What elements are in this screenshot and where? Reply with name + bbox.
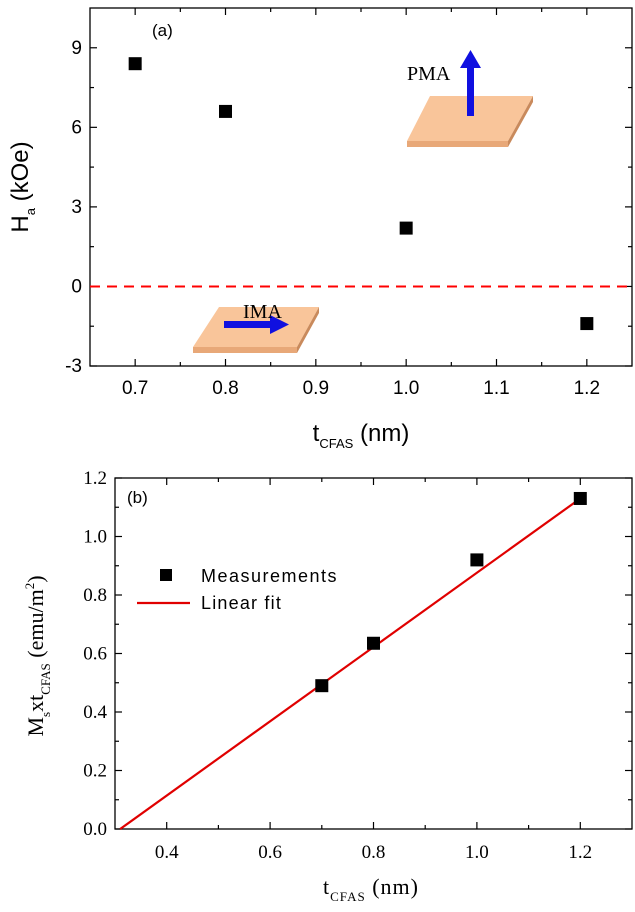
pma-slab-side — [508, 96, 533, 147]
pma-arrow-shaft — [467, 66, 474, 116]
y-axis-title-a-main: H — [7, 215, 34, 232]
panel-label-b: (b) — [127, 488, 148, 507]
y-tick-label: 3 — [71, 197, 82, 218]
panel-label-a: (a) — [152, 21, 173, 40]
y-tick-label: 0.6 — [83, 644, 107, 665]
y-axis-title-a: Ha (kOe) — [7, 141, 38, 232]
measurement-point — [470, 553, 484, 567]
x-axis-title-b-main: t — [323, 874, 330, 899]
data-point — [219, 104, 232, 118]
x-tick-label: 1.0 — [393, 378, 419, 399]
y-tick-label: 0 — [71, 276, 82, 297]
x-tick-label: 0.8 — [212, 378, 238, 399]
y-axis-title-a-unit: (kOe) — [7, 141, 34, 208]
pma-slab-top — [407, 96, 533, 141]
pma-inset: PMA — [407, 50, 533, 147]
x-tick-label: 0.4 — [155, 842, 179, 863]
linear-fit-line — [119, 497, 581, 830]
y-axis-title-b-sup: 2 — [22, 583, 37, 590]
y-tick-label: 1.0 — [83, 527, 107, 548]
x-tick-label: 0.7 — [122, 378, 148, 399]
y-axis-title-a-sub: a — [23, 207, 38, 215]
y-tick-label: 0.0 — [83, 819, 107, 840]
y-axis-title-b-close: ) — [23, 575, 48, 582]
pma-arrow-head-icon — [460, 50, 481, 68]
measurements-series — [315, 491, 587, 693]
panel-b: 0.4 0.6 0.8 1.0 1.2 0.0 0.2 0.4 0.6 0.8 1.0 1.2 (b)… — [22, 468, 633, 904]
ima-arrow-head-icon — [270, 315, 289, 334]
x-axis-title-a-main: t — [313, 420, 320, 447]
measurement-point — [573, 491, 587, 505]
x-axis-title-a-unit: (nm) — [353, 420, 409, 447]
legend-label-linear-fit: Linear fit — [201, 593, 282, 613]
y-axis-title-b-unit: (emu/m — [23, 589, 48, 663]
x-axis-title-b: tCFAS (nm) — [323, 874, 419, 904]
panel-a: 0.7 0.8 0.9 1.0 1.1 1.2 -3 0 3 6 9 (a) PMA IMA tCF… — [7, 7, 633, 451]
y-axis-title-b-pre: M — [23, 717, 48, 737]
data-point — [128, 57, 142, 71]
legend-marker-measurements — [160, 569, 172, 581]
x-axis-title-a-sub: CFAS — [319, 436, 353, 451]
pma-label: PMA — [407, 63, 451, 85]
ima-inset: IMA — [193, 301, 319, 353]
y-tick-label: 0.8 — [83, 585, 107, 606]
data-point — [399, 221, 413, 235]
y-axis-title-b-sub2: CFAS — [38, 663, 53, 695]
measurement-point — [315, 679, 329, 693]
x-axis-title-b-unit: (nm) — [366, 874, 419, 899]
ima-arrow-shaft — [224, 321, 272, 328]
x-axis-title-a: tCFAS (nm) — [313, 420, 410, 451]
y-axis-title-b-mid: xt — [23, 695, 48, 712]
pma-slab-front — [407, 141, 508, 147]
x-tick-label: 0.6 — [258, 842, 282, 863]
x-tick-label: 0.9 — [303, 378, 329, 399]
y-tick-label: 0.2 — [83, 761, 107, 782]
ima-slab-front — [193, 347, 297, 353]
legend-label-measurements: Measurements — [201, 566, 338, 586]
ima-slab-side — [297, 307, 319, 353]
y-tick-label: -3 — [65, 356, 82, 377]
x-tick-label: 1.2 — [568, 842, 592, 863]
x-tick-label: 1.1 — [483, 378, 509, 399]
legend: Measurements Linear fit — [137, 566, 338, 613]
plot-frame-a — [89, 7, 633, 367]
data-point — [580, 317, 594, 331]
y-axis-title-b: MsxtCFAS (emu/m2) — [22, 575, 53, 736]
linear-fit-series — [119, 497, 581, 830]
y-tick-label: 0.4 — [83, 702, 107, 723]
axis-ticks-a: 0.7 0.8 0.9 1.0 1.1 1.2 -3 0 3 6 9 — [65, 8, 632, 399]
y-tick-label: 6 — [71, 117, 82, 138]
y-tick-label: 1.2 — [83, 468, 107, 489]
x-tick-label: 0.8 — [362, 842, 386, 863]
ima-label: IMA — [243, 301, 282, 323]
y-axis-title-b-sub1: s — [38, 712, 53, 717]
x-axis-title-b-sub: CFAS — [330, 889, 366, 904]
y-tick-label: 9 — [71, 38, 82, 59]
x-tick-label: 1.0 — [465, 842, 489, 863]
measurement-point — [367, 636, 380, 650]
x-tick-label: 1.2 — [574, 378, 600, 399]
axis-ticks-b: 0.4 0.6 0.8 1.0 1.2 0.0 0.2 0.4 0.6 0.8 1.0 1.2 — [83, 468, 632, 863]
data-series-a — [128, 57, 594, 331]
